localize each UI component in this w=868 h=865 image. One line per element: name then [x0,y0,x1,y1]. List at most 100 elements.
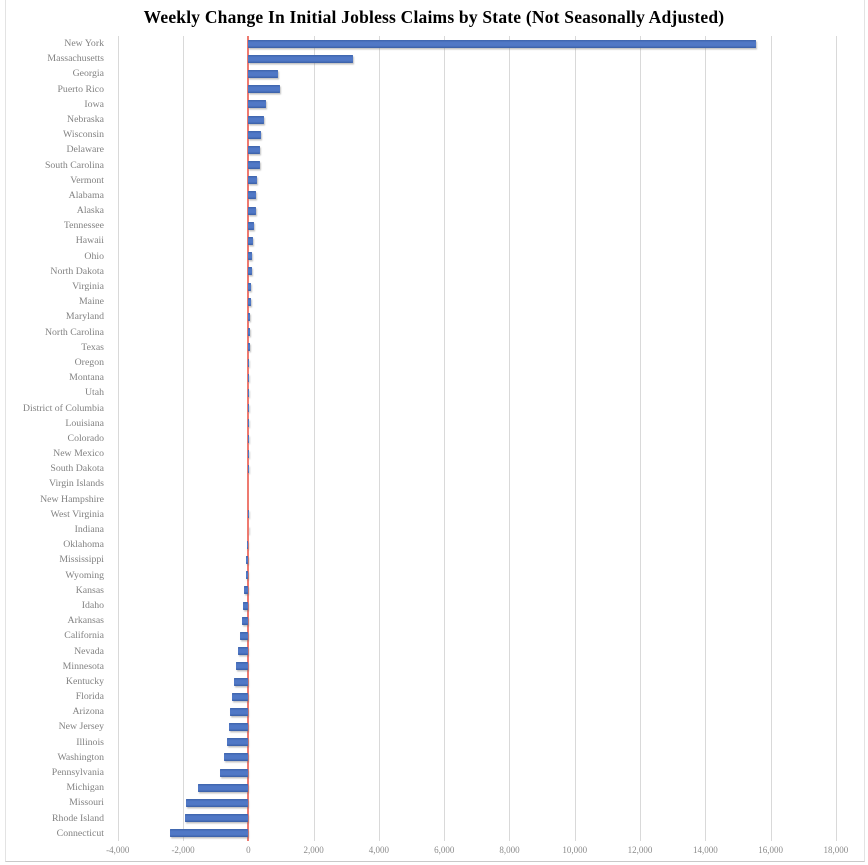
state-label: Colorado [67,432,104,444]
x-tick-label: 14,000 [692,845,718,855]
bar-pennsylvania [220,768,249,777]
bar-south-carolina [248,161,260,170]
state-label: North Carolina [44,326,104,338]
state-label: Louisiana [65,417,104,429]
bar-nevada [237,647,249,656]
bar-washington [224,753,249,762]
state-label: Virginia [72,281,104,293]
gridline [770,36,772,841]
state-label: District of Columbia [22,402,104,414]
state-label: West Virginia [50,508,105,520]
bar-hawaii [248,237,253,246]
state-label: Washington [57,751,104,763]
state-label: Alabama [68,189,104,201]
state-label: Indiana [74,524,104,536]
state-label: Nevada [74,645,104,657]
x-tick-label: 0 [246,845,251,855]
state-label: Texas [81,341,104,353]
bar-delaware [248,145,261,154]
bar-alabama [248,191,256,200]
bar-mississippi [246,556,249,564]
state-label: Puerto Rico [57,83,104,95]
gridline [117,36,119,841]
bar-georgia [248,69,278,78]
bar-arkansas [241,616,249,625]
state-label: Arizona [72,706,104,718]
bar-utah [248,388,249,397]
state-label: Ohio [84,250,104,262]
state-label: Arkansas [67,615,104,627]
bar-maryland [248,312,251,321]
bar-oklahoma [246,540,249,549]
x-tick-label: 18,000 [823,845,849,855]
state-label: Tennessee [63,220,104,232]
state-label: Iowa [84,98,104,110]
bar-montana [248,373,250,382]
bar-kentucky [234,677,249,686]
bar-puerto-rico [248,85,280,94]
bar-illinois [226,738,249,747]
state-label: Connecticut [56,827,104,839]
bar-tennessee [248,221,254,230]
state-label: California [64,630,104,642]
bar-connecticut [170,829,249,838]
bar-iowa [248,100,266,109]
bar-nebraska [248,115,264,124]
x-tick-label: 4,000 [368,845,390,855]
state-label: Michigan [66,782,104,794]
state-label: Oregon [74,356,104,368]
state-label: Wyoming [65,569,104,581]
chart-title: Weekly Change In Initial Jobless Claims … [143,7,725,27]
state-label: Illinois [76,736,104,748]
state-label: New Jersey [58,721,104,733]
bar-indiana [247,525,249,534]
state-label: Maine [78,296,104,308]
x-axis: -4,000 -2,000 0 2,000 4,000 6,000 8,000 10,000 1… [106,845,862,859]
state-labels-column: New York Massachusetts Georgia Puerto Rico I… [0,36,104,841]
state-label: New York [64,38,104,49]
state-label: South Dakota [50,463,104,475]
bar-maine [248,297,251,306]
bar-missouri [186,799,249,808]
gridline [574,36,576,841]
x-tick-label: 12,000 [627,845,653,855]
bar-north-dakota [248,267,252,276]
state-label: Massachusetts [47,53,104,65]
state-label: Oklahoma [63,539,104,551]
bar-wyoming [245,571,249,580]
bar-vermont [248,176,257,185]
plot-area [108,36,862,841]
bar-massachusetts [248,54,353,63]
state-label: New Mexico [53,448,104,460]
bar-new-jersey [228,723,249,732]
bar-new-york [248,39,756,48]
state-label: Florida [75,691,104,703]
state-label: Wisconsin [63,129,104,141]
bar-virginia [248,282,252,291]
x-tick-label: 8,000 [499,845,520,855]
bar-idaho [242,601,249,610]
state-label: Montana [69,372,104,384]
bar-arizona [230,707,249,716]
x-tick-label: 10,000 [562,845,588,855]
bar-michigan [198,783,249,792]
x-tick-label: 6,000 [434,845,455,855]
bar-north-carolina [248,328,250,337]
state-label: Missouri [69,797,104,809]
bar-oregon [248,358,250,367]
gridline [183,36,185,841]
x-tick-label: -4,000 [106,845,130,855]
state-label: Maryland [65,311,104,323]
bar-kansas [244,586,249,595]
bar-florida [232,692,249,701]
state-label: Vermont [70,174,104,186]
state-label: Pennsylvania [51,767,104,779]
gridline [705,36,707,841]
bar-wisconsin [248,130,262,139]
state-label: Nebraska [67,113,104,125]
bar-rhode-island [184,814,249,823]
state-label: Idaho [81,599,104,611]
gridline [509,36,511,841]
state-label: Rhode Island [52,812,104,824]
